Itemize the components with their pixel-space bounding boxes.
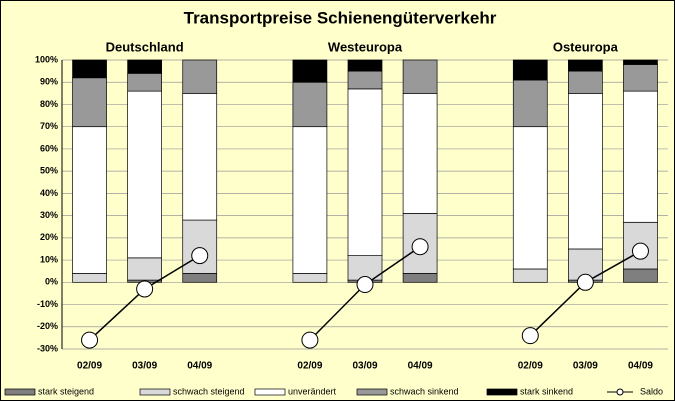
bar-segment — [512, 79, 548, 128]
legend-swatch — [356, 388, 388, 396]
bar-segment — [127, 59, 162, 74]
bar-segment — [568, 92, 603, 250]
bar-segment — [623, 59, 658, 65]
bar-segment — [402, 59, 438, 94]
bar-segment — [623, 64, 658, 92]
y-tick-label: 0% — [45, 277, 58, 287]
y-tick-label: 30% — [40, 210, 58, 220]
bar-segment — [182, 273, 218, 283]
bar-segment — [512, 126, 548, 270]
y-tick-label: 60% — [40, 143, 58, 153]
saldo-marker — [411, 238, 429, 256]
y-tick-label: -20% — [37, 321, 58, 331]
x-tick-label: 04/09 — [408, 361, 433, 372]
bar-segment — [347, 88, 383, 256]
bar-segment — [72, 77, 107, 128]
bar-segment — [292, 59, 328, 83]
group-label: Deutschland — [106, 39, 184, 54]
saldo-marker — [521, 327, 539, 345]
saldo-marker — [631, 242, 649, 260]
x-tick-label: 02/09 — [77, 361, 102, 372]
bar-segment — [568, 70, 603, 94]
legend-label: unverändert — [288, 386, 337, 396]
bar-segment — [127, 257, 162, 281]
y-tick-label: 90% — [40, 77, 58, 87]
bar-segment — [568, 59, 603, 72]
y-tick-label: 50% — [40, 166, 58, 176]
bar-segment — [292, 81, 328, 128]
legend-label: schwach sinkend — [390, 386, 459, 396]
bar-segment — [623, 90, 658, 223]
saldo-marker — [81, 331, 99, 349]
y-tick-label: 40% — [40, 188, 58, 198]
y-tick-label: 10% — [40, 254, 58, 264]
bar-segment — [72, 273, 107, 283]
saldo-marker — [356, 276, 374, 294]
bar-segment — [512, 268, 548, 283]
bar-segment — [292, 126, 328, 274]
legend-swatch — [254, 388, 286, 396]
y-tick-label: 80% — [40, 99, 58, 109]
legend-label: schwach steigend — [173, 386, 245, 396]
legend-label: Saldo — [640, 386, 663, 396]
y-tick-label: -10% — [37, 299, 58, 309]
bar-segment — [182, 92, 218, 221]
bar-segment — [292, 273, 328, 283]
y-tick-label: 70% — [40, 121, 58, 131]
group-label: Osteuropa — [553, 39, 619, 54]
y-tick-label: 100% — [35, 54, 58, 64]
legend-swatch — [486, 388, 518, 396]
bar-segment — [623, 268, 658, 283]
x-tick-label: 03/09 — [132, 361, 157, 372]
y-tick-label: -30% — [37, 343, 58, 353]
bar-segment — [72, 126, 107, 274]
saldo-marker — [191, 247, 209, 265]
bar-segment — [127, 72, 162, 92]
legend-label: stark steigend — [38, 386, 94, 396]
legend-swatch — [4, 388, 36, 396]
saldo-marker — [576, 273, 594, 291]
x-tick-label: 04/09 — [628, 361, 653, 372]
bar-segment — [127, 90, 162, 259]
bar-segment — [402, 273, 438, 283]
bar-segment — [347, 70, 383, 90]
bar-segment — [347, 59, 383, 72]
bar-segment — [182, 219, 218, 274]
bar-segment — [512, 59, 548, 81]
x-tick-label: 04/09 — [187, 361, 212, 372]
saldo-marker — [136, 280, 154, 298]
y-tick-label: 20% — [40, 232, 58, 242]
saldo-marker — [301, 331, 319, 349]
legend-swatch — [139, 388, 171, 396]
legend-marker — [616, 388, 624, 396]
legend-label: stark sinkend — [520, 386, 573, 396]
x-tick-label: 02/09 — [297, 361, 322, 372]
x-tick-label: 03/09 — [573, 361, 598, 372]
x-tick-label: 02/09 — [518, 361, 543, 372]
bar-segment — [182, 59, 218, 94]
bar-segment — [72, 59, 107, 79]
group-label: Westeuropa — [328, 39, 403, 54]
bar-segment — [402, 92, 438, 214]
chart-title: Transportpreise Schienengüterverkehr — [184, 8, 497, 27]
x-tick-label: 03/09 — [352, 361, 377, 372]
